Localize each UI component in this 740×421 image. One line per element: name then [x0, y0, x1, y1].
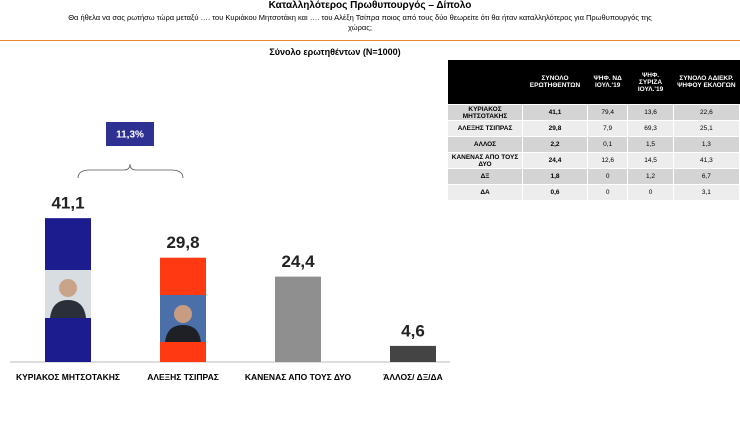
table-cell: 0: [627, 184, 674, 201]
table-row: ΑΛΕΞΗΣ ΤΣΙΠΡΑΣ 29,8 7,9 69,3 25,1: [447, 120, 740, 137]
value-label: 41,1: [51, 194, 84, 213]
table-cell: 29,8: [522, 120, 588, 137]
table-cell: 1,5: [627, 136, 674, 153]
table-row: ΔΑ 0,6 0 0 3,1: [447, 184, 740, 201]
table-cell: 3,1: [672, 184, 740, 201]
table-cell: 7,9: [586, 120, 629, 137]
bar: [390, 345, 436, 362]
header-cell: [447, 60, 523, 105]
table-cell: 0,6: [522, 184, 588, 201]
brace: [77, 163, 184, 179]
table-cell: ΔΑ: [447, 184, 523, 201]
table-cell: 13,6: [627, 104, 674, 121]
annotation-box: [106, 122, 154, 146]
category-label: ΚΥΡΙΑΚΟΣ ΜΗΤΣΟΤΑΚΗΣ: [15, 372, 120, 382]
category-label: ΑΛΕΞΗΣ ΤΣΙΠΡΑΣ: [147, 372, 219, 382]
table-row: ΑΛΛΟΣ 2,2 0,1 1,5 1,3: [447, 136, 740, 153]
category-label: ΚΑΝΕΝΑΣ ΑΠΟ ΤΟΥΣ ΔΥΟ: [244, 372, 352, 382]
table-cell: 1,3: [672, 136, 740, 153]
table-cell: 2,2: [522, 136, 588, 153]
table-cell: 24,4: [522, 152, 588, 169]
category-label: ΆΛΛΟΣ/ ΔΞ/ΔΑ: [383, 372, 443, 382]
table-cell: 1,8: [522, 168, 588, 185]
bars: 41,1 29,8 24,4 4,6: [45, 194, 436, 362]
value-label: 29,8: [166, 233, 199, 252]
header-cell: ΣΥΝΟΛΟ ΕΡΩΤΗΘΕΝΤΩΝ: [522, 60, 588, 105]
table-row: ΔΞ 1,8 0 1,2 6,7: [447, 168, 740, 185]
value-label: 24,4: [281, 252, 315, 271]
base-note: Σύνολο ερωτηθέντων (N=1000): [269, 47, 401, 57]
value-label: 4,6: [401, 321, 425, 340]
table-cell: 69,3: [627, 120, 674, 137]
table-cell: ΑΛΕΞΗΣ ΤΣΙΠΡΑΣ: [447, 120, 523, 137]
table-cell: 12,6: [586, 152, 629, 169]
title: Καταλληλότερος Πρωθυπουργός – Δίπολο: [268, 0, 472, 11]
header-cell: ΣΥΝΟΛΟ ΑΔΙΕΚΡ. ΨΗΦΟΥ ΕΚΛΟΓΩΝ: [673, 60, 740, 105]
header-cell: ΨΗΦ. ΣΥΡΙΖΑ ΙΟΥΛ.'19: [627, 60, 674, 105]
table-cell: 22,6: [672, 104, 740, 121]
table-cell: 0: [586, 184, 629, 201]
table-row: ΚΑΝΕΝΑΣ ΑΠΟ ΤΟΥΣ ΔΥΟ 24,4 12,6 14,5 41,3: [447, 152, 740, 169]
table-cell: ΔΞ: [447, 168, 523, 185]
data-table: ΣΥΝΟΛΟ ΕΡΩΤΗΘΕΝΤΩΝ ΨΗΦ. ΝΔ ΙΟΥΛ.'19 ΨΗΦ. Σ…: [447, 60, 740, 201]
table-cell: 0,1: [586, 136, 629, 153]
bar: [275, 276, 321, 362]
table-cell: 14,5: [627, 152, 674, 169]
photo: [160, 295, 206, 342]
table-cell: 0: [586, 168, 629, 185]
subtitle: Θα ήθελα να σας ρωτήσω τώρα μεταξύ …. το…: [68, 13, 652, 32]
table-cell: 6,7: [672, 168, 740, 185]
divider: [0, 40, 740, 41]
table-cell: 25,1: [672, 120, 740, 137]
header-cell: ΨΗΦ. ΝΔ ΙΟΥΛ.'19: [587, 60, 628, 105]
table-cell: 79,4: [586, 104, 629, 121]
annotation: 11,3%: [116, 130, 144, 141]
table-cell: 1,2: [627, 168, 674, 185]
table-row: ΚΥΡΙΑΚΟΣ ΜΗΤΣΟΤΑΚΗΣ 41,1 79,4 13,6 22,6: [447, 104, 740, 121]
table-cell: ΑΛΛΟΣ: [447, 136, 523, 153]
photo: [45, 270, 91, 318]
table-cell: 41,1: [522, 104, 588, 121]
table-cell: ΚΑΝΕΝΑΣ ΑΠΟ ΤΟΥΣ ΔΥΟ: [447, 152, 523, 169]
table-cell: 41,3: [672, 152, 740, 169]
table-cell: ΚΥΡΙΑΚΟΣ ΜΗΤΣΟΤΑΚΗΣ: [447, 104, 523, 121]
